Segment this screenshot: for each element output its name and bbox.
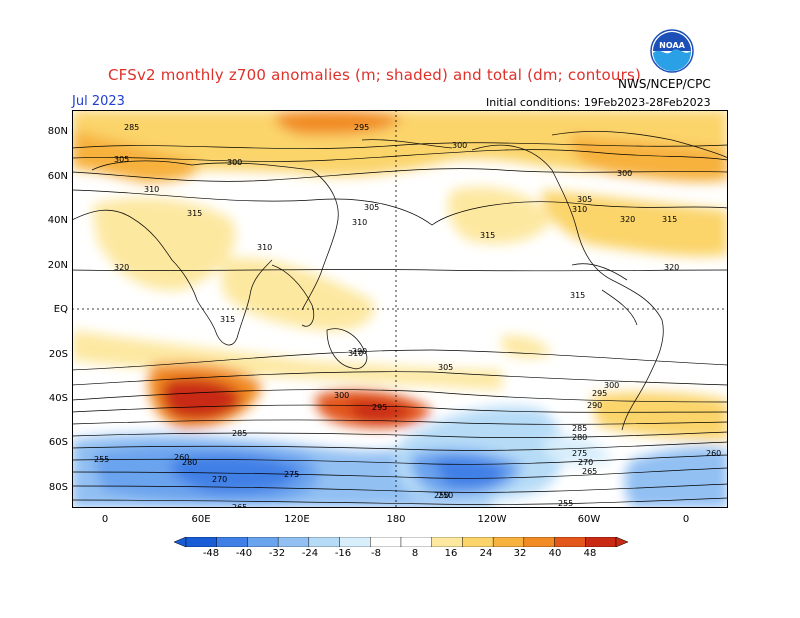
colorbar xyxy=(174,537,628,547)
contour-label: 300 xyxy=(227,158,242,167)
contour-label-group: 285 305 300 310 315 310 320 315 310 305 … xyxy=(94,123,721,508)
contour-label: 280 xyxy=(182,458,197,467)
colorbar-cell xyxy=(492,537,525,547)
coastlines xyxy=(72,131,728,431)
contour-label: 300 xyxy=(452,141,467,150)
colorbar-cell xyxy=(462,537,494,547)
contour-label: 270 xyxy=(212,475,227,484)
lon-label: 60W xyxy=(577,514,601,525)
contour-label: 250 xyxy=(438,491,453,500)
lon-label: 0 xyxy=(101,514,109,525)
colorbar-cell xyxy=(554,537,586,547)
lat-label: 80S xyxy=(48,482,68,493)
contour-label: 280 xyxy=(572,433,587,442)
anomaly-map: 285 305 300 310 315 310 320 315 310 305 … xyxy=(72,110,728,508)
colorbar-label: 32 xyxy=(513,548,527,559)
colorbar-label: 48 xyxy=(583,548,597,559)
contour-label: 285 xyxy=(124,123,139,132)
contour-label: 285 xyxy=(572,424,587,433)
colorbar-cell xyxy=(308,537,340,547)
contour-label: 310 xyxy=(352,218,367,227)
colorbar-label: 8 xyxy=(411,548,419,559)
contour-label: 300 xyxy=(604,381,619,390)
colorbar-label: 40 xyxy=(548,548,562,559)
lon-label: 120E xyxy=(284,514,310,525)
contour-label: 310 xyxy=(257,243,272,252)
contour-label: 315 xyxy=(570,291,585,300)
contour-label: 290 xyxy=(587,401,602,410)
colorbar-cell xyxy=(370,537,402,547)
colorbar-label: -8 xyxy=(371,548,381,559)
lon-label: 120W xyxy=(477,514,507,525)
colorbar-label: 24 xyxy=(479,548,493,559)
colorbar-cell xyxy=(185,537,217,547)
contour-label: 250 xyxy=(434,491,449,500)
contour-label: 275 xyxy=(284,470,299,479)
contour-label: 265 xyxy=(582,467,597,476)
colorbar-cell xyxy=(216,537,248,547)
colorbar-cell xyxy=(247,537,279,547)
contour-label: 290 xyxy=(352,347,367,356)
colorbar-label: -48 xyxy=(202,548,220,559)
lat-label: 40S xyxy=(48,393,68,404)
contour-label: 300 xyxy=(334,391,349,400)
lat-label: 20S xyxy=(48,349,68,360)
lon-label: 180 xyxy=(386,514,406,525)
contour-label: 295 xyxy=(354,123,369,132)
contour-label: 320 xyxy=(114,263,129,272)
contour-label: 315 xyxy=(480,231,495,240)
agency-label: NWS/NCEP/CPC xyxy=(618,77,711,91)
contour-label: 260 xyxy=(174,453,189,462)
colorbar-cell xyxy=(339,537,371,547)
lon-label: 0 xyxy=(682,514,690,525)
contour-label: 315 xyxy=(662,215,677,224)
lat-label: EQ xyxy=(53,304,68,315)
contour-label: 255 xyxy=(558,499,573,508)
contour-label: 305 xyxy=(114,155,129,164)
contour-label: 265 xyxy=(232,503,247,508)
colorbar-cell xyxy=(431,537,463,547)
colorbar-cell xyxy=(585,537,617,547)
figure-title: CFSv2 monthly z700 anomalies (m; shaded)… xyxy=(108,66,642,84)
colorbar-label: -16 xyxy=(334,548,352,559)
lon-label: 60E xyxy=(191,514,211,525)
contour-label: 300 xyxy=(617,169,632,178)
contour-label: 305 xyxy=(364,203,379,212)
colorbar-label: 16 xyxy=(444,548,458,559)
colorbar-cell xyxy=(523,537,555,547)
contour-label: 320 xyxy=(620,215,635,224)
contour-label: 255 xyxy=(94,455,109,464)
contour-label: 310 xyxy=(348,349,363,358)
contour-label: 275 xyxy=(572,449,587,458)
contour-label: 305 xyxy=(577,195,592,204)
lat-label: 60N xyxy=(47,171,68,182)
contour-label: 305 xyxy=(438,363,453,372)
colorbar-cell xyxy=(400,537,432,547)
contour-label: 270 xyxy=(578,458,593,467)
contour-label: 315 xyxy=(187,209,202,218)
colorbar-label: -32 xyxy=(268,548,286,559)
noaa-logo-text: NOAA xyxy=(659,41,685,50)
lat-label: 20N xyxy=(47,260,68,271)
contours xyxy=(72,142,728,505)
contour-label: 295 xyxy=(592,389,607,398)
forecast-month: Jul 2023 xyxy=(72,94,125,109)
contour-label: 310 xyxy=(572,205,587,214)
colorbar-label: -40 xyxy=(235,548,253,559)
colorbar-label: -24 xyxy=(301,548,319,559)
contour-label: 285 xyxy=(232,429,247,438)
contour-label: 320 xyxy=(664,263,679,272)
contour-label: 260 xyxy=(706,449,721,458)
lat-label: 80N xyxy=(47,126,68,137)
contour-label: 295 xyxy=(372,403,387,412)
noaa-logo: NOAA xyxy=(650,29,694,73)
colorbar-cell xyxy=(277,537,310,547)
contour-label: 315 xyxy=(220,315,235,324)
initial-conditions: Initial conditions: 19Feb2023-28Feb2023 xyxy=(486,96,711,109)
lat-label: 60S xyxy=(48,437,68,448)
lat-label: 40N xyxy=(47,215,68,226)
contour-label: 310 xyxy=(144,185,159,194)
